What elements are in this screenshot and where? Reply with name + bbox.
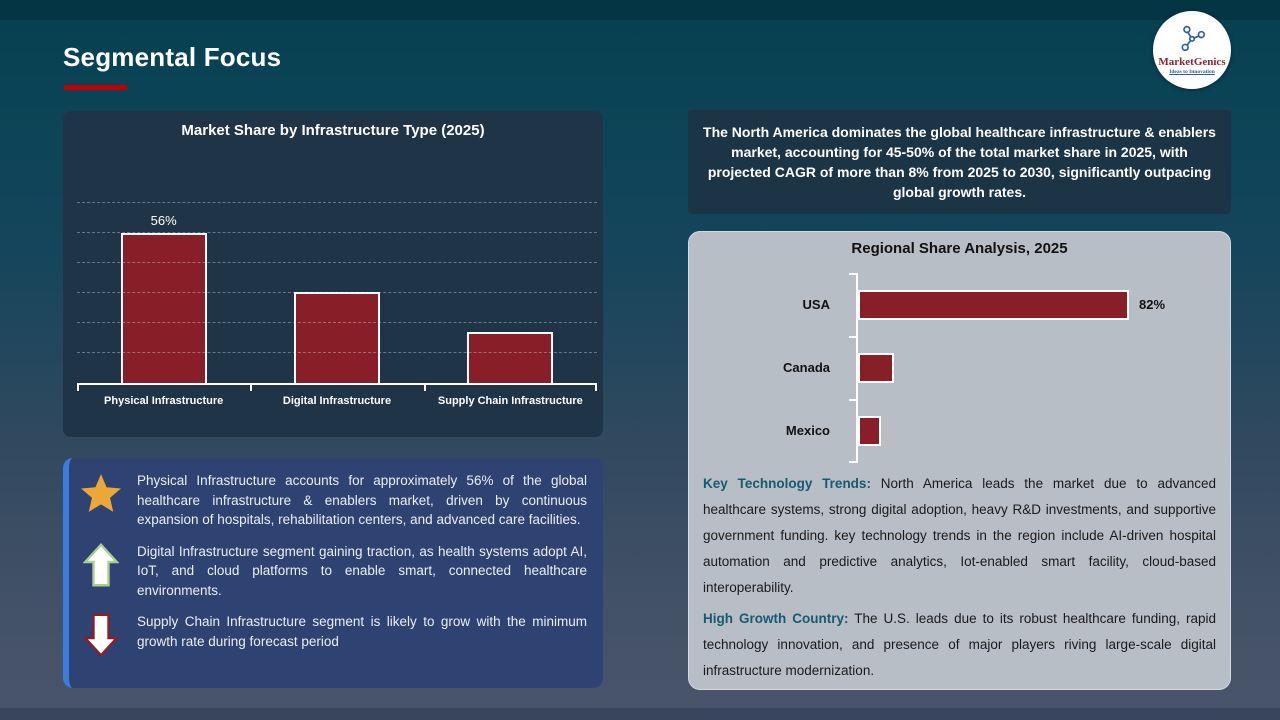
- infrastructure-share-chart: Market Share by Infrastructure Type (202…: [63, 111, 603, 437]
- trend-body-text: North America leads the market due to ad…: [703, 476, 1216, 595]
- y-axis-tick: [849, 399, 857, 401]
- trend-paragraph: High Growth Country: The U.S. leads due …: [703, 606, 1216, 684]
- y-axis-tick: [849, 461, 857, 463]
- x-axis-tick: [250, 385, 252, 391]
- y-axis-tick: [849, 336, 857, 338]
- logo-brand-text: MarketGenics: [1158, 55, 1226, 68]
- x-axis-label: Digital Infrastructure: [282, 395, 392, 407]
- gridline: [77, 202, 597, 203]
- top-band: [0, 0, 1280, 20]
- insights-box: Physical Infrastructure accounts for app…: [63, 458, 603, 688]
- bar-cell: 56%: [77, 197, 250, 383]
- gridline: [77, 322, 597, 323]
- category-label: USA: [802, 297, 830, 312]
- gridline: [77, 262, 597, 263]
- up-arrow-icon: [77, 542, 125, 601]
- bar-data-label: 56%: [150, 213, 177, 228]
- insight-text: Supply Chain Infrastructure segment is l…: [137, 614, 587, 649]
- x-axis-tick: [424, 385, 426, 391]
- regional-chart-title: Regional Share Analysis, 2025: [851, 240, 1068, 257]
- bar-data-label: 82%: [1139, 297, 1166, 312]
- trends-text-block: Key Technology Trends: North America lea…: [689, 471, 1230, 689]
- bar-usa: [858, 289, 1129, 320]
- y-axis-tick: [849, 273, 857, 275]
- regional-share-card: Regional Share Analysis, 2025 USA 82% Cana…: [688, 231, 1231, 690]
- north-america-headline-box: The North America dominates the global h…: [688, 110, 1231, 214]
- page-title: Segmental Focus: [63, 42, 282, 72]
- x-axis-tick: [77, 385, 79, 391]
- x-axis-category-labels: Physical Infrastructure Digital Infrastru…: [77, 395, 597, 407]
- headline-text: The North America dominates the global h…: [703, 124, 1216, 200]
- category-label: Canada: [783, 360, 830, 375]
- down-arrow-icon: [77, 612, 125, 658]
- bar-digital-infrastructure: [293, 292, 380, 383]
- insight-item: Supply Chain Infrastructure segment is l…: [77, 612, 587, 658]
- trend-body-text: The U.S. leads due to its robust healthc…: [703, 611, 1217, 678]
- bar-supply-chain-infrastructure: [467, 332, 554, 383]
- bottom-band: [0, 708, 1280, 720]
- infrastructure-chart-title: Market Share by Infrastructure Type (202…: [181, 122, 485, 139]
- regional-chart-plot: USA 82% Canada Mexico: [689, 273, 1230, 463]
- trend-paragraph: Key Technology Trends: North America lea…: [703, 471, 1216, 601]
- gridline: [77, 352, 597, 353]
- bar-cell: [424, 197, 597, 383]
- insight-item: Physical Infrastructure accounts for app…: [77, 471, 587, 530]
- x-axis-label: Supply Chain Infrastructure: [437, 395, 583, 407]
- bar-row-canada: Canada: [689, 336, 1230, 399]
- x-axis-tick: [595, 385, 597, 391]
- insight-text: Physical Infrastructure accounts for app…: [137, 473, 587, 527]
- y-axis-line: [856, 273, 858, 463]
- logo-tagline-text: Ideas to Innovation: [1169, 68, 1215, 75]
- bar-row-mexico: Mexico: [689, 399, 1230, 462]
- bar-cell: [250, 197, 423, 383]
- marketgenics-logo: MarketGenics Ideas to Innovation: [1153, 11, 1231, 89]
- molecule-icon: [1175, 25, 1209, 56]
- category-label: Mexico: [785, 423, 830, 438]
- insight-text: Digital Infrastructure segment gaining t…: [137, 543, 587, 598]
- title-underline: [64, 85, 127, 90]
- star-icon: [77, 471, 125, 530]
- bar-canada: [858, 352, 894, 383]
- x-axis-line: [77, 383, 597, 385]
- infrastructure-chart-plot: 56%: [77, 197, 597, 391]
- gridline: [77, 292, 597, 293]
- bar-mexico: [858, 415, 881, 446]
- gridline: [77, 232, 597, 233]
- x-axis-label: Physical Infrastructure: [104, 395, 224, 407]
- bar-row-usa: USA 82%: [689, 273, 1230, 336]
- trend-lead-label: Key Technology Trends:: [703, 476, 871, 491]
- bar-physical-infrastructure: [120, 233, 207, 383]
- trend-lead-label: High Growth Country:: [703, 611, 849, 626]
- insight-item: Digital Infrastructure segment gaining t…: [77, 542, 587, 601]
